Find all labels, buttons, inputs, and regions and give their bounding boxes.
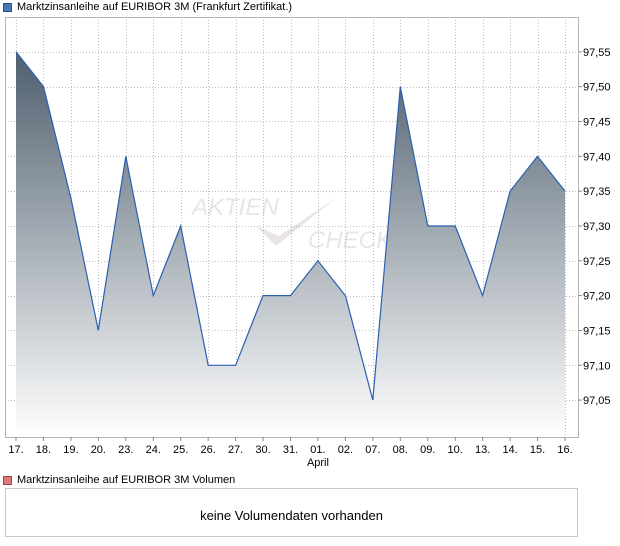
x-tick-label: 30.: [255, 444, 270, 456]
x-tick-label: 19.: [63, 444, 78, 456]
x-tick-label: 10.: [448, 444, 463, 456]
x-tick-label: 27.: [228, 444, 243, 456]
x-tick-label: 31.: [283, 444, 298, 456]
price-chart: AKTIEN CHECK 97,0597,1097,1597,2097,2597…: [5, 17, 611, 469]
price-area: [16, 51, 565, 438]
y-tick-label: 97,30: [583, 221, 611, 233]
x-tick-label: 14.: [502, 444, 517, 456]
y-tick-label: 97,40: [583, 151, 611, 163]
x-tick-label: 25.: [173, 444, 188, 456]
y-tick-label: 97,15: [583, 325, 611, 337]
watermark: AKTIEN CHECK: [190, 194, 393, 254]
x-tick-label: 24.: [146, 444, 161, 456]
series-color-swatch: [3, 2, 12, 12]
volume-color-swatch: [3, 475, 12, 485]
x-tick-label: 23.: [118, 444, 133, 456]
volume-legend-label: Marktzinsanleihe auf EURIBOR 3M Volumen: [17, 474, 236, 486]
price-legend: Marktzinsanleihe auf EURIBOR 3M (Frankfu…: [3, 0, 292, 14]
watermark-text-2: CHECK: [308, 227, 393, 254]
watermark-text-1: AKTIEN: [190, 194, 279, 221]
no-volume-message: keine Volumendaten vorhanden: [200, 508, 383, 523]
y-tick-label: 97,20: [583, 291, 611, 303]
x-tick-label: 13.: [475, 444, 490, 456]
y-tick-label: 97,35: [583, 186, 611, 198]
y-tick-label: 97,10: [583, 360, 611, 372]
x-tick-label: 07.: [365, 444, 380, 456]
x-tick-label: 17.: [8, 444, 23, 456]
y-tick-label: 97,50: [583, 82, 611, 94]
x-tick-label: 26.: [201, 444, 216, 456]
y-tick-label: 97,05: [583, 395, 611, 407]
x-tick-label: 18.: [36, 444, 51, 456]
x-tick-label: 09.: [420, 444, 435, 456]
volume-panel: keine Volumendaten vorhanden: [5, 488, 578, 537]
month-label: April: [307, 457, 329, 469]
y-tick-label: 97,45: [583, 116, 611, 128]
x-tick-label: 15.: [530, 444, 545, 456]
x-tick-label: 02.: [338, 444, 353, 456]
chart-frame: [5, 17, 579, 438]
x-tick-label: 01.: [310, 444, 325, 456]
x-tick-label: 20.: [91, 444, 106, 456]
x-tick-label: 08.: [393, 444, 408, 456]
x-axis: 17. 18. 19. 20. 23. 24. 25. 26. 27. 30. 31. 01. 02. 0…: [8, 437, 573, 469]
y-axis: 97,05 97,10 97,15 97,20 97,25 97,30 97,35 97,40…: [578, 47, 611, 407]
y-tick-label: 97,55: [583, 47, 611, 59]
y-tick-label: 97,25: [583, 256, 611, 268]
price-legend-label: Marktzinsanleihe auf EURIBOR 3M (Frankfu…: [17, 1, 293, 13]
price-line: [15, 51, 566, 401]
volume-legend: Marktzinsanleihe auf EURIBOR 3M Volumen: [3, 473, 235, 487]
x-tick-label: 16.: [557, 444, 572, 456]
